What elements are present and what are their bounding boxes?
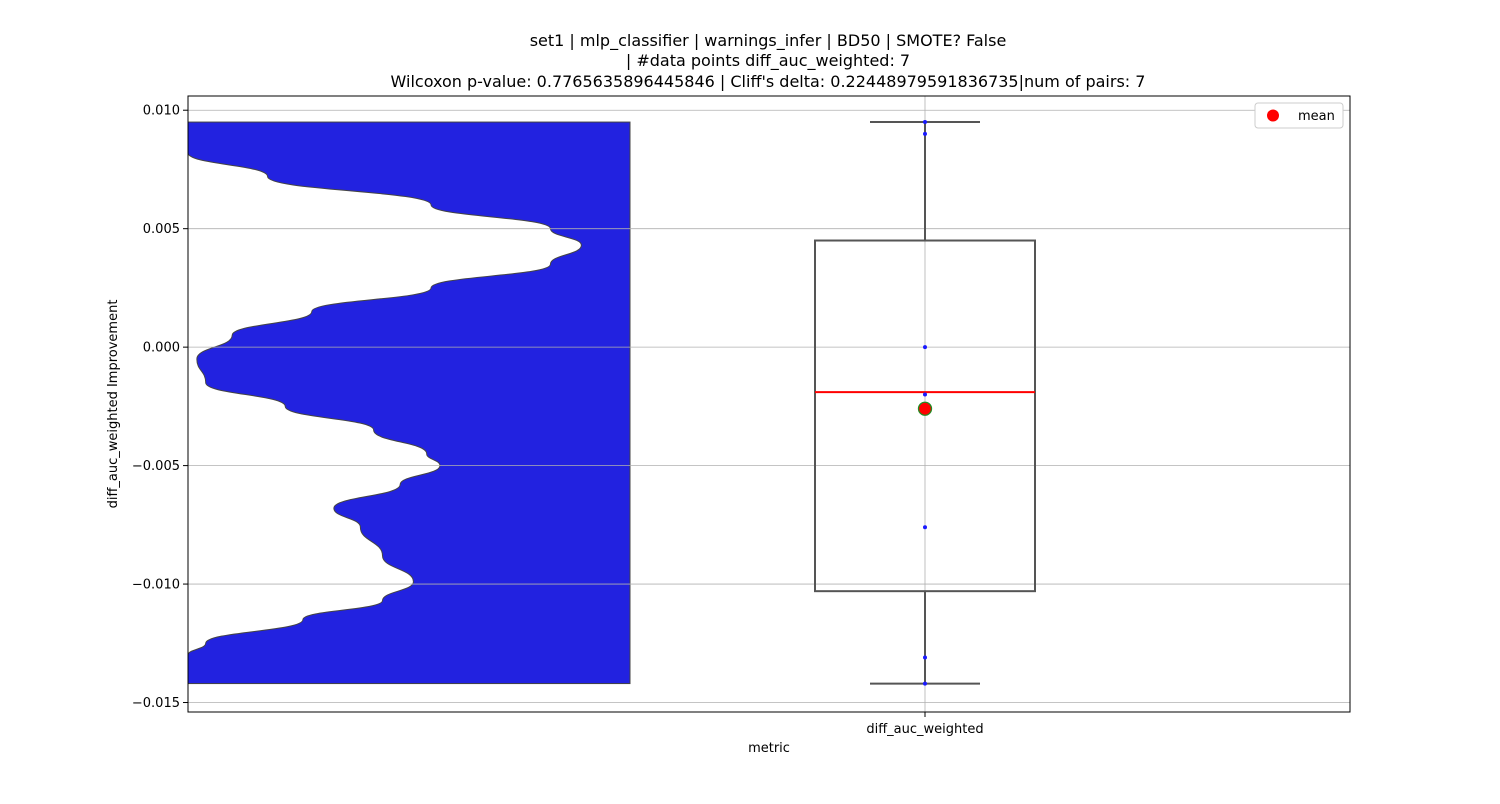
violin-layer bbox=[187, 121, 631, 685]
chart-title-line-2: | #data points diff_auc_weighted: 7 bbox=[626, 51, 910, 71]
mean-marker bbox=[917, 401, 933, 416]
points-layer bbox=[917, 120, 933, 686]
x-tick-label-0: diff_auc_weighted bbox=[866, 722, 983, 737]
y-axis-label: diff_auc_weighted Improvement bbox=[106, 300, 121, 509]
y-tick-label-3: −0.005 bbox=[132, 459, 180, 474]
legend-mean-label: mean bbox=[1298, 109, 1335, 124]
y-tick-label-2: 0.000 bbox=[143, 341, 180, 356]
y-tick-label-4: −0.010 bbox=[132, 578, 180, 593]
data-point-1 bbox=[923, 131, 927, 136]
y-axis: 0.010 0.005 0.000 −0.005 −0.010 −0.015 bbox=[132, 104, 188, 711]
x-axis: diff_auc_weighted bbox=[866, 712, 984, 737]
data-point-6 bbox=[923, 681, 927, 686]
box-layer bbox=[814, 121, 1036, 685]
legend: mean bbox=[1254, 102, 1344, 129]
y-tick-label-5: −0.015 bbox=[132, 696, 180, 711]
plot-frame bbox=[187, 95, 1351, 713]
y-tick-label-0: 0.010 bbox=[143, 104, 180, 119]
box-iqr bbox=[814, 239, 1036, 593]
data-point-2 bbox=[923, 345, 927, 350]
chart-title-line-3: Wilcoxon p-value: 0.7765635896445846 | C… bbox=[391, 72, 1146, 91]
data-point-3 bbox=[923, 392, 927, 397]
x-axis-label: metric bbox=[748, 741, 790, 756]
data-point-5 bbox=[923, 655, 927, 660]
violin-density-outline bbox=[187, 122, 582, 684]
y-tick-label-1: 0.005 bbox=[143, 222, 180, 237]
legend-mean-marker bbox=[1267, 109, 1279, 122]
chart-title-line-1: set1 | mlp_classifier | warnings_infer |… bbox=[530, 31, 1007, 51]
data-point-0 bbox=[923, 120, 927, 125]
data-point-4 bbox=[923, 525, 927, 530]
legend-box bbox=[1254, 102, 1344, 129]
